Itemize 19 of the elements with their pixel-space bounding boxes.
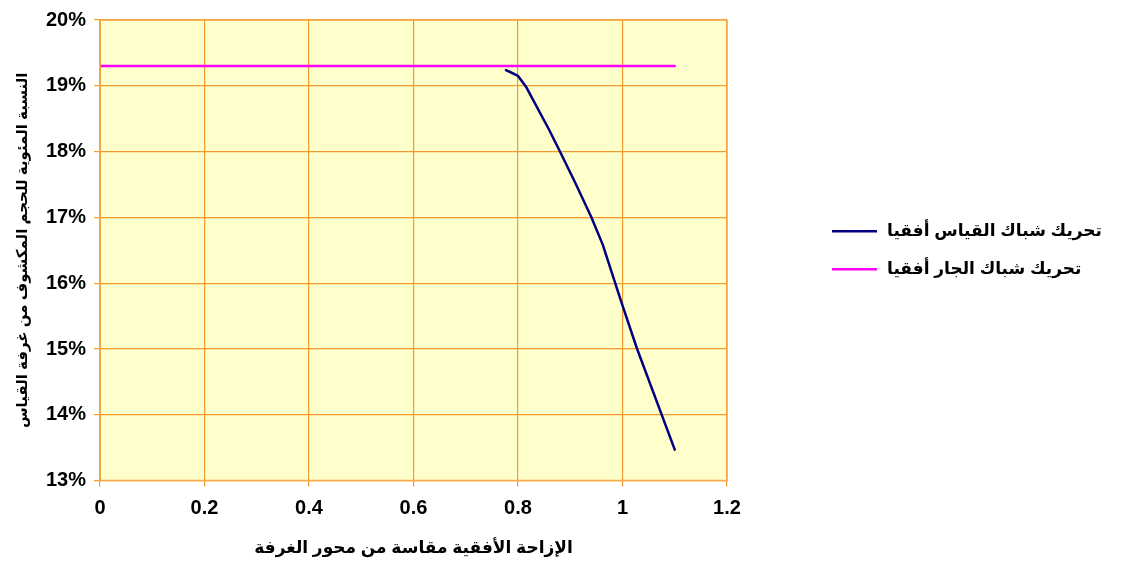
y-tick-label: 18% [46, 139, 87, 162]
x-tick-label: 0.2 [190, 496, 219, 519]
y-tick-label: 14% [46, 402, 87, 425]
x-tick-label: 0.8 [504, 496, 532, 519]
y-tick-label: 20% [46, 7, 87, 30]
x-tick-label: 0.6 [399, 496, 428, 519]
x-tick-label: 1 [616, 496, 629, 519]
x-tick-label: 0 [94, 496, 106, 519]
x-tick-label: 1.2 [713, 496, 741, 519]
x-axis-title: الإزاحة الأفقية مقاسة من محور الغرفة [254, 537, 573, 559]
x-tick-label: 0.4 [295, 496, 324, 519]
y-tick-label: 17% [46, 204, 87, 227]
y-tick-label: 13% [46, 468, 87, 491]
y-tick-label: 16% [46, 270, 87, 293]
legend-label: تحريك شباك الجار أفقيا [887, 256, 1082, 279]
y-tick-label: 15% [46, 336, 87, 359]
legend-label: تحريك شباك القياس أفقيا [887, 218, 1103, 241]
y-axis-title: النسبة المئوية للحجم المكشوف من غرفة القياس [13, 72, 32, 429]
y-tick-label: 19% [46, 73, 87, 96]
